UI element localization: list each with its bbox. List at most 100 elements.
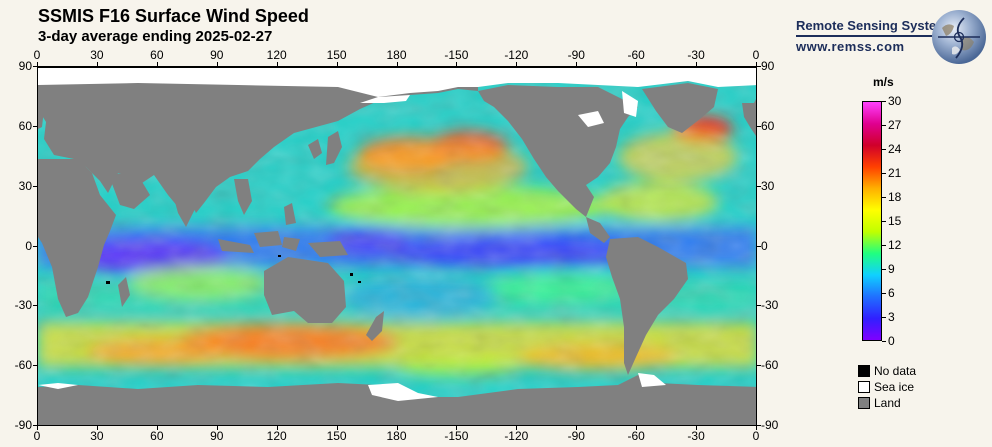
legend-item: No data <box>858 363 917 378</box>
x-tick-label-top: -30 <box>687 48 705 62</box>
x-tick-label-bottom: 120 <box>266 429 287 443</box>
colorbar-tick-mark <box>882 101 886 102</box>
x-tick-mark <box>156 62 158 66</box>
x-tick-mark <box>96 62 98 66</box>
logo-url: www.remss.com <box>796 39 905 54</box>
no-data-regions <box>106 255 361 284</box>
colorbar-tick-label: 12 <box>888 238 902 252</box>
y-tick-label-right: 30 <box>761 178 775 193</box>
x-tick-label-bottom: -30 <box>687 429 705 443</box>
x-tick-label-bottom: -90 <box>567 429 585 443</box>
y-tick-mark <box>757 305 761 307</box>
x-tick-mark <box>396 62 398 66</box>
colorbar-tick-mark <box>882 125 886 126</box>
map-title: SSMIS F16 Surface Wind Speed <box>38 6 309 26</box>
y-tick-label-left: -30 <box>14 298 32 313</box>
x-tick-mark <box>576 62 578 66</box>
x-tick-mark <box>516 426 518 430</box>
y-tick-label-left: -60 <box>14 358 32 373</box>
y-tick-mark <box>33 425 37 426</box>
x-tick-label-top: -120 <box>504 48 529 62</box>
x-tick-label-bottom: 90 <box>210 429 224 443</box>
x-tick-mark <box>456 62 458 66</box>
y-tick-mark <box>33 185 37 187</box>
x-tick-label-bottom: 180 <box>386 429 407 443</box>
y-tick-mark <box>33 245 37 247</box>
x-tick-label-bottom: 0 <box>752 429 760 443</box>
x-tick-label-top: 0 <box>752 48 760 62</box>
y-tick-label-left: 0 <box>25 238 32 253</box>
x-tick-label-bottom: -60 <box>627 429 645 443</box>
land-masses <box>38 67 756 425</box>
x-tick-label-top: -150 <box>444 48 469 62</box>
y-tick-label-left: 30 <box>18 178 32 193</box>
y-tick-mark <box>33 66 37 67</box>
y-tick-mark <box>757 66 761 67</box>
x-tick-mark <box>156 426 158 430</box>
x-tick-label-bottom: 150 <box>326 429 347 443</box>
x-tick-label-bottom: 30 <box>90 429 104 443</box>
x-tick-mark <box>37 426 38 430</box>
y-tick-label-right: -90 <box>761 418 779 432</box>
x-tick-label-top: 60 <box>150 48 164 62</box>
map-subtitle: 3-day average ending 2025-02-27 <box>38 28 273 45</box>
y-tick-label-left: 90 <box>18 59 32 73</box>
earth-globe-icon <box>932 10 986 64</box>
x-tick-mark <box>636 62 638 66</box>
x-tick-label-top: 90 <box>210 48 224 62</box>
x-tick-label-top: 30 <box>90 48 104 62</box>
colorbar-tick-label: 21 <box>888 166 902 180</box>
x-tick-mark <box>396 426 398 430</box>
colorbar-tick-mark <box>882 173 886 174</box>
colorbar-tick-mark <box>882 197 886 198</box>
y-tick-label-left: 60 <box>18 118 32 133</box>
colorbar-unit: m/s <box>873 75 894 89</box>
colorbar-tick-mark <box>882 269 886 270</box>
x-tick-label-top: 150 <box>326 48 347 62</box>
y-tick-label-right: -30 <box>761 298 779 313</box>
colorbar-tick-mark <box>882 149 886 150</box>
x-tick-label-top: 0 <box>33 48 41 62</box>
y-tick-mark <box>757 185 761 187</box>
x-tick-mark <box>216 426 218 430</box>
colorbar-tick-mark <box>882 293 886 294</box>
colorbar-tick-label: 0 <box>888 334 895 348</box>
sea-ice <box>38 67 756 401</box>
x-tick-label-top: -90 <box>567 48 585 62</box>
legend-label: Land <box>874 395 901 410</box>
colorbar-tick-mark <box>882 317 886 318</box>
x-tick-mark <box>336 426 338 430</box>
x-tick-mark <box>456 426 458 430</box>
y-tick-label-right: 60 <box>761 118 775 133</box>
x-tick-label-bottom: 60 <box>150 429 164 443</box>
x-tick-label-bottom: -150 <box>444 429 469 443</box>
logo-divider <box>796 35 948 37</box>
colorbar-tick-label: 9 <box>888 262 895 276</box>
x-tick-label-top: -60 <box>627 48 645 62</box>
y-tick-mark <box>757 365 761 367</box>
legend-swatch <box>858 364 870 377</box>
x-tick-mark <box>696 62 698 66</box>
x-tick-mark <box>37 62 38 66</box>
legend-item: Sea ice <box>858 379 915 394</box>
colorbar-tick-mark <box>882 221 886 222</box>
legend-label: Sea ice <box>874 379 915 394</box>
x-tick-mark <box>576 426 578 430</box>
x-tick-mark <box>636 426 638 430</box>
colorbar-tick-mark <box>882 341 886 342</box>
logo-name: Remote Sensing Systems <box>796 18 955 33</box>
y-tick-mark <box>757 245 761 247</box>
y-tick-mark <box>33 125 37 127</box>
y-tick-label-right: 90 <box>761 59 775 73</box>
x-tick-label-bottom: 0 <box>33 429 41 443</box>
colorbar-tick-label: 27 <box>888 118 902 132</box>
legend-label: No data <box>874 363 917 378</box>
x-tick-label-bottom: -120 <box>504 429 529 443</box>
x-tick-label-top: 180 <box>386 48 407 62</box>
colorbar-tick-label: 18 <box>888 190 902 204</box>
colorbar-tick-label: 15 <box>888 214 902 228</box>
x-tick-label-top: 120 <box>266 48 287 62</box>
legend-swatch <box>858 380 870 393</box>
y-tick-mark <box>33 365 37 367</box>
x-tick-mark <box>756 426 757 430</box>
